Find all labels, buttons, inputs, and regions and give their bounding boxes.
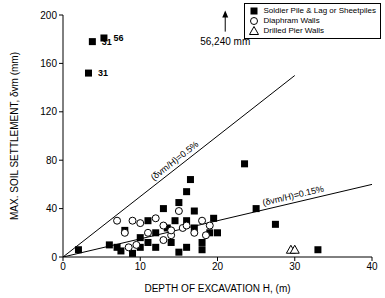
svg-text:31: 31 [102, 37, 112, 47]
svg-text:(δvm/H)=0.5%: (δvm/H)=0.5% [149, 139, 201, 182]
svg-text:(δvm/H)=0.15%: (δvm/H)=0.15% [261, 184, 324, 208]
svg-text:DEPTH OF EXCAVATION H, (m): DEPTH OF EXCAVATION H, (m) [144, 283, 290, 294]
svg-text:200: 200 [40, 10, 57, 21]
svg-text:10: 10 [135, 261, 147, 272]
html-text:Drilled Pier Walls: Drilled Pier Walls [263, 26, 325, 35]
svg-text:MAX. SOIL SETTLEMENT, δvm (mm): MAX. SOIL SETTLEMENT, δvm (mm) [9, 52, 20, 220]
svg-text:0: 0 [60, 261, 66, 272]
svg-text:0: 0 [51, 252, 57, 263]
svg-text:160: 160 [40, 58, 57, 69]
svg-text:20: 20 [212, 261, 224, 272]
html-text:Diaphram Walls: Diaphram Walls [263, 16, 320, 25]
html-text:Soldier Pile & Lag or Sheetpil: Soldier Pile & Lag or Sheetpiles [263, 6, 376, 15]
svg-text:56: 56 [113, 33, 123, 43]
svg-text:40: 40 [46, 203, 58, 214]
svg-text:40: 40 [366, 261, 377, 272]
svg-text:80: 80 [46, 155, 58, 166]
svg-text:120: 120 [40, 106, 57, 117]
svg-text:56,240 mm: 56,240 mm [200, 36, 250, 47]
svg-text:30: 30 [289, 261, 301, 272]
svg-text:31: 31 [98, 68, 108, 78]
